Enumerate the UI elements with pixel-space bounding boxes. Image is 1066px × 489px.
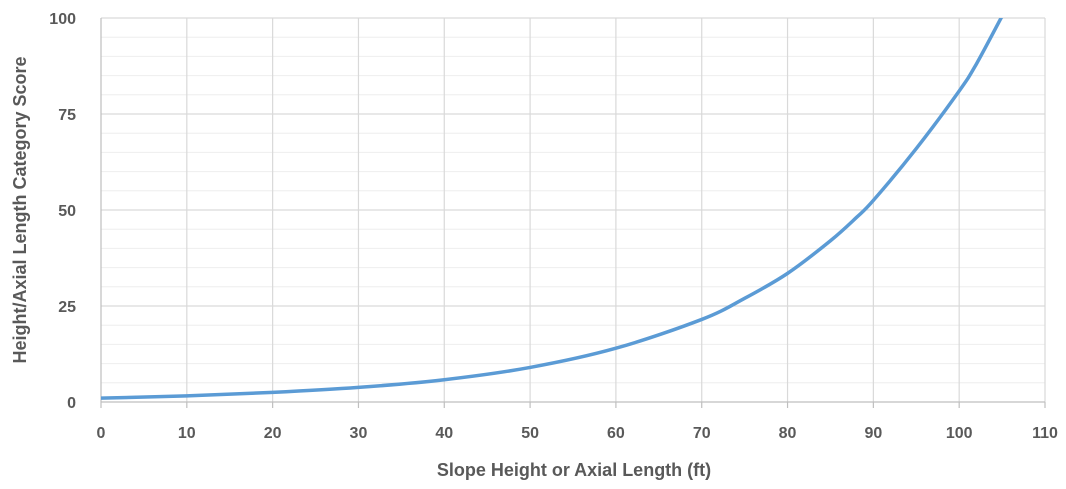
x-tick-label: 110 — [1032, 425, 1058, 442]
x-tick-label: 60 — [607, 425, 625, 442]
x-tick-label: 80 — [779, 425, 797, 442]
x-tick-label: 70 — [693, 425, 711, 442]
y-tick-label: 100 — [49, 11, 76, 28]
y-tick-label: 25 — [58, 299, 76, 316]
x-tick-label: 0 — [97, 425, 106, 442]
x-tick-label: 40 — [435, 425, 453, 442]
x-axis-title: Slope Height or Axial Length (ft) — [437, 460, 711, 480]
y-tick-label: 75 — [58, 107, 76, 124]
y-axis-title: Height/Axial Length Category Score — [10, 56, 30, 363]
x-tick-label: 20 — [264, 425, 282, 442]
y-tick-label: 0 — [67, 395, 76, 412]
x-tick-label: 50 — [521, 425, 539, 442]
x-tick-label: 90 — [864, 425, 882, 442]
series-line — [101, 18, 1004, 400]
series-layer — [101, 18, 1004, 400]
x-tick-label: 100 — [946, 425, 973, 442]
grid — [101, 17, 1046, 402]
axes — [100, 18, 1046, 408]
x-tick-label: 10 — [178, 425, 196, 442]
y-tick-label: 50 — [58, 203, 76, 220]
tick-labels: 0 10 20 30 40 50 60 70 80 90 100 110 0 25 50 75 100 — [49, 11, 1058, 442]
x-tick-label: 30 — [350, 425, 368, 442]
